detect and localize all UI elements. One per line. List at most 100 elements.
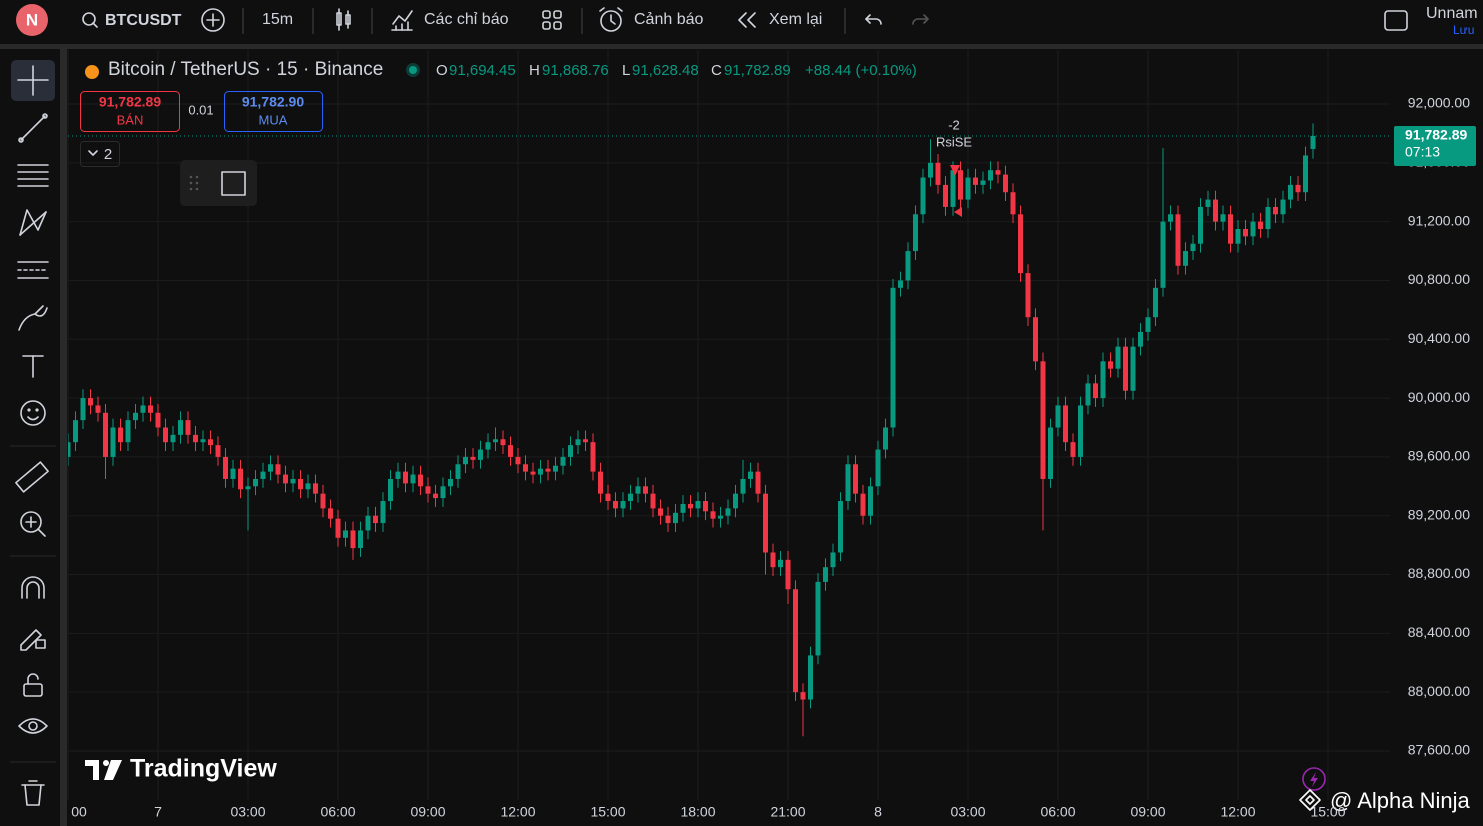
y-tick-label: 91,200.00	[1408, 212, 1470, 228]
candle-body	[770, 552, 776, 568]
x-tick-label: 15:00	[1310, 804, 1345, 820]
price-tag-label: 91,782.89	[1405, 127, 1467, 143]
redo-icon[interactable]	[912, 14, 929, 25]
x-tick-label: 06:00	[1040, 804, 1075, 820]
search-icon[interactable]	[82, 12, 98, 28]
buy-price: 91,782.90	[242, 94, 304, 110]
templates-icon[interactable]	[542, 10, 562, 30]
candle-body	[268, 464, 273, 472]
drag-handle[interactable]	[189, 175, 199, 191]
candle-body	[898, 280, 903, 288]
chart-type-icon[interactable]	[336, 8, 351, 31]
signal-label: -2	[948, 117, 960, 132]
collapsed-count: 2	[104, 146, 112, 163]
lightning-icon[interactable]	[1302, 767, 1326, 791]
add-symbol-icon[interactable]	[201, 8, 225, 32]
coin-icon	[85, 65, 99, 79]
ohlc-key: H	[529, 62, 540, 79]
indicators-icon[interactable]	[391, 10, 413, 31]
avatar[interactable]	[16, 4, 48, 36]
text-tool[interactable]	[22, 355, 44, 378]
save-button[interactable]: Lưu	[1453, 23, 1474, 37]
rectangle-tool[interactable]	[221, 171, 246, 196]
delete-tool[interactable]	[21, 780, 45, 806]
candle-body	[155, 412, 161, 428]
candle-body	[350, 530, 356, 549]
undo-icon[interactable]	[865, 14, 882, 25]
candle-body	[1115, 346, 1121, 369]
sell-button[interactable]	[80, 91, 180, 132]
measure-tool[interactable]	[15, 461, 49, 493]
brush-tool[interactable]	[18, 305, 48, 331]
collapse-button[interactable]	[80, 141, 120, 167]
candle-body	[1010, 192, 1016, 215]
zoom-tool[interactable]	[20, 511, 46, 537]
candle-body	[673, 512, 678, 524]
candle-body	[935, 162, 941, 185]
candle-body	[635, 486, 641, 494]
y-tick-label: 89,200.00	[1408, 506, 1470, 522]
candle-body	[583, 439, 588, 443]
symbol[interactable]: BTCUSDT	[105, 12, 182, 29]
interval[interactable]: 15m	[262, 11, 293, 28]
candle-body	[763, 493, 768, 553]
replay-icon[interactable]	[738, 12, 756, 28]
alerts[interactable]: Cảnh báo	[634, 11, 703, 28]
candle-body	[290, 478, 296, 484]
forecast-tool[interactable]	[17, 261, 49, 279]
layout-name[interactable]: Unnam	[1426, 5, 1478, 22]
candle-body	[73, 420, 78, 443]
candle-body	[1198, 206, 1203, 244]
candle-body	[1108, 361, 1113, 369]
candle-body	[230, 468, 236, 479]
candle-body	[530, 471, 536, 475]
candle-body	[1055, 405, 1061, 428]
lock-tool[interactable]	[23, 673, 43, 697]
layout-icon[interactable]	[1384, 10, 1408, 31]
candle-body	[650, 493, 656, 509]
crosshair-tool[interactable]	[17, 65, 49, 96]
watermark: @ Alpha Ninja	[1330, 788, 1471, 813]
fib-tool[interactable]	[17, 164, 49, 187]
candle-body	[515, 456, 521, 465]
pattern-tool[interactable]	[19, 209, 47, 236]
ohlc-value: 91,628.48	[632, 62, 699, 79]
price-tag-countdown: 07:13	[1405, 144, 1440, 160]
alert-icon[interactable]	[599, 7, 623, 32]
buy-button[interactable]	[224, 91, 323, 132]
magnet-tool[interactable]	[21, 576, 45, 599]
candle-body	[410, 474, 416, 484]
trend-line-tool[interactable]	[18, 113, 48, 143]
candle-body	[163, 427, 168, 443]
candle-body	[778, 559, 783, 568]
candle-body	[823, 567, 828, 582]
x-tick-label: 09:00	[410, 804, 445, 820]
icon-tool[interactable]	[20, 400, 46, 426]
candle-body	[643, 486, 648, 494]
candle-body	[508, 445, 513, 457]
candle-body	[463, 456, 468, 465]
candle-body	[193, 434, 198, 443]
candle-body	[658, 508, 663, 516]
candle-body	[860, 493, 866, 516]
y-tick-label: 88,000.00	[1408, 683, 1470, 699]
candle-body	[710, 511, 716, 519]
candle-body	[733, 493, 738, 509]
x-tick-label: 12:00	[1220, 804, 1255, 820]
candle-body	[815, 581, 821, 656]
candle-body	[1153, 287, 1158, 318]
status-dot	[409, 66, 417, 74]
x-tick-label: 00	[71, 804, 87, 820]
candle-body	[1310, 135, 1316, 149]
replay[interactable]: Xem lại	[769, 11, 822, 28]
brand-logo	[85, 760, 122, 780]
candle-body	[1250, 221, 1256, 237]
indicators[interactable]: Các chỉ báo	[424, 11, 509, 28]
candle-body	[958, 170, 963, 200]
lock-drawing-tool[interactable]	[20, 629, 46, 651]
hide-tool[interactable]	[18, 718, 48, 734]
